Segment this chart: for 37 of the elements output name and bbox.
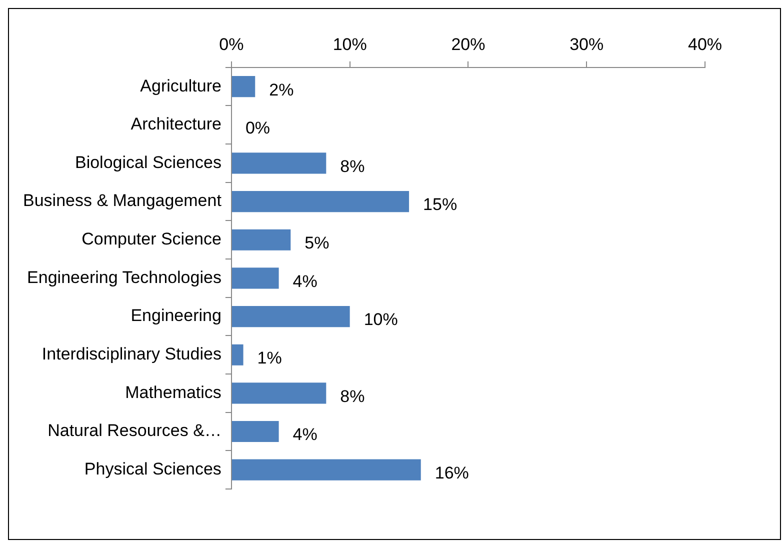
bar (232, 306, 350, 328)
x-tick-label: 40% (688, 34, 722, 54)
bar (232, 420, 279, 442)
bar (232, 76, 256, 98)
y-tick-label: Natural Resources &… (48, 421, 222, 440)
data-label: 1% (257, 348, 282, 368)
y-tick-label: Physical Sciences (84, 460, 222, 479)
x-tick-label: 10% (332, 34, 367, 54)
data-label: 10% (364, 310, 398, 330)
y-tick-label: Interdisciplinary Studies (42, 344, 222, 364)
data-label: 15% (423, 195, 458, 214)
data-label: 0% (245, 118, 270, 138)
bar (232, 191, 410, 212)
y-tick-label: Computer Science (82, 230, 222, 249)
bar (232, 152, 326, 174)
x-tick-label: 20% (451, 34, 486, 54)
bar (232, 268, 279, 289)
y-tick-label: Engineering (130, 306, 222, 326)
data-label: 4% (292, 272, 318, 291)
x-tick-label: 0% (219, 34, 244, 54)
data-label: 4% (292, 425, 318, 444)
bar (232, 382, 326, 404)
y-tick-label: Engineering Technologies (27, 268, 222, 287)
y-tick-label: Biological Sciences (74, 152, 222, 172)
data-label: 5% (304, 234, 330, 253)
data-label: 2% (269, 80, 294, 100)
x-tick-label: 30% (570, 34, 604, 54)
y-tick-label: Architecture (130, 114, 222, 134)
bar (232, 229, 291, 250)
y-tick-label: Agriculture (140, 76, 222, 96)
data-label: 8% (340, 386, 365, 406)
y-tick-label: Mathematics (125, 382, 222, 402)
bar (232, 459, 421, 480)
y-tick-label: Business & Mangagement (22, 191, 222, 210)
data-label: 16% (434, 464, 469, 483)
data-label: 8% (340, 156, 365, 176)
bar (232, 344, 244, 366)
